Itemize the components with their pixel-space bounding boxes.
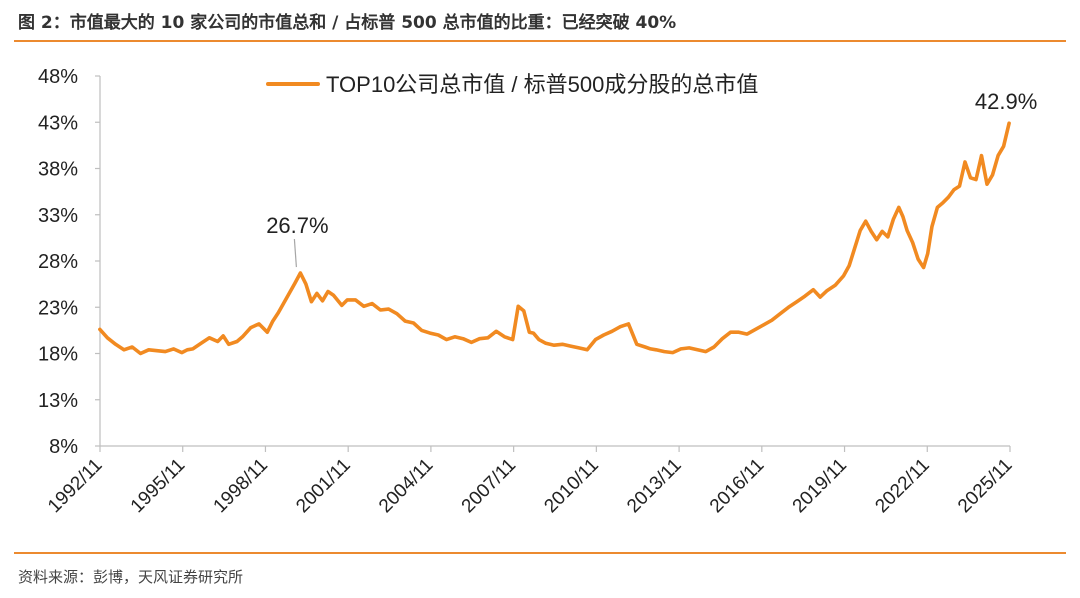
y-tick-label: 48% [38, 66, 78, 88]
y-tick-label: 18% [38, 344, 78, 366]
x-tick-label: 2013/11 [623, 455, 685, 517]
y-tick-label: 8% [49, 436, 78, 458]
x-tick-label: 1995/11 [127, 455, 189, 517]
figure-title: 图 2：市值最大的 10 家公司的市值总和 / 占标普 500 总市值的比重：已… [18, 13, 677, 33]
chart-annotations: 26.7% 42.9% [266, 89, 1037, 268]
x-tick-label: 2001/11 [292, 455, 354, 517]
chart-legend: TOP10公司总市值 / 标普500成分股的总市值 [266, 72, 758, 97]
title-divider [14, 40, 1066, 42]
y-tick-label: 23% [38, 297, 78, 319]
x-tick-label: 2007/11 [458, 455, 520, 517]
x-tick-label: 1998/11 [210, 455, 272, 517]
x-axis-ticks: 1992/11 1995/11 1998/11 2001/11 2004/11 2007/… [44, 446, 1017, 517]
y-tick-label: 33% [38, 205, 78, 227]
y-tick-label: 13% [38, 390, 78, 412]
chart-axes [99, 76, 1010, 447]
x-tick-label: 2016/11 [706, 455, 768, 517]
y-tick-label: 38% [38, 159, 78, 181]
y-tick-label: 28% [38, 251, 78, 273]
x-tick-label: 2019/11 [789, 455, 851, 517]
annotation-label: 42.9% [975, 89, 1037, 114]
annotation-label: 26.7% [266, 213, 328, 238]
x-tick-label: 2025/11 [954, 455, 1016, 517]
series-line-1 [98, 121, 1011, 356]
chart-series [98, 121, 1011, 356]
source-divider [14, 552, 1066, 554]
x-tick-label: 1992/11 [44, 455, 106, 517]
x-tick-label: 2004/11 [375, 455, 437, 517]
x-tick-label: 2022/11 [871, 455, 933, 517]
source-note: 资料来源：彭博，天风证券研究所 [18, 568, 244, 586]
y-tick-label: 43% [38, 112, 78, 134]
legend-label: TOP10公司总市值 / 标普500成分股的总市值 [326, 72, 758, 97]
x-tick-label: 2010/11 [540, 455, 602, 517]
y-axis-ticks: 8% 13% 18% 23% 28% 33% 38% 43% 48% [38, 66, 100, 458]
annotation-leader [293, 238, 297, 268]
